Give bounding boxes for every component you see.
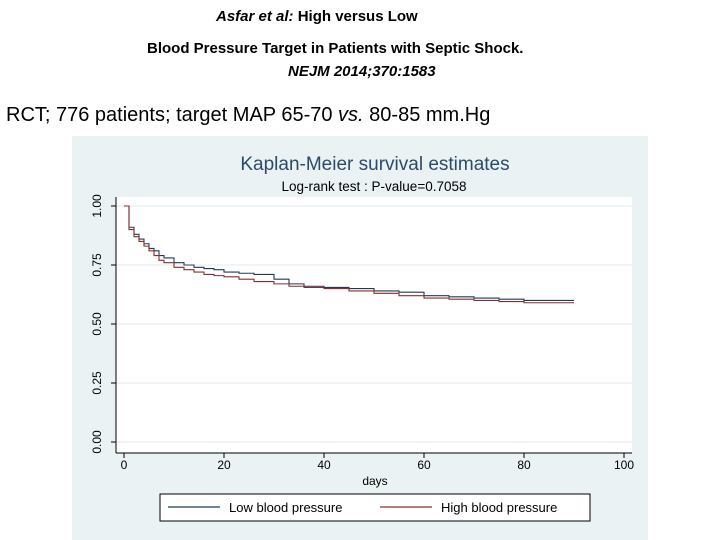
authors-text: Asfar et al: — [216, 8, 294, 25]
series-line-high-bp — [124, 205, 574, 304]
title-part1-text: High versus Low — [297, 8, 418, 25]
chart-subtitle: Log-rank test : P-value=0.7058 — [282, 179, 467, 194]
x-tick-label: 40 — [317, 458, 331, 472]
x-tick-label: 100 — [614, 458, 634, 472]
reference-line-1: Asfar et al: High versus Low — [216, 8, 418, 25]
x-axis-label: days — [362, 474, 387, 488]
y-tick-label: 0.50 — [90, 312, 104, 336]
legend-box — [159, 493, 591, 522]
headline-suffix: 80-85 mm.Hg — [369, 104, 491, 126]
x-tick-label: 80 — [517, 458, 531, 472]
x-tick-label: 60 — [417, 458, 431, 472]
headline-prefix: RCT; 776 patients; target MAP 65-70 — [6, 104, 333, 126]
y-tick-label: 0.25 — [90, 371, 104, 395]
y-tick-label: 0.00 — [90, 430, 104, 454]
plot-area — [116, 197, 632, 453]
reference-line-2: Blood Pressure Target in Patients with S… — [147, 40, 524, 57]
x-tick-label: 0 — [121, 458, 128, 472]
study-headline: RCT; 776 patients; target MAP 65-70 vs. … — [6, 104, 490, 127]
y-tick-label: 0.75 — [90, 253, 104, 277]
x-tick-label: 20 — [217, 458, 231, 472]
legend-label-high-bp: High blood pressure — [441, 500, 557, 515]
y-tick-label: 1.00 — [90, 194, 104, 218]
legend-label-low-bp: Low blood pressure — [229, 500, 342, 515]
chart-title: Kaplan-Meier survival estimates — [240, 154, 509, 175]
headline-vs: vs. — [338, 104, 364, 126]
journal-citation: NEJM 2014;370:1583 — [288, 63, 436, 80]
